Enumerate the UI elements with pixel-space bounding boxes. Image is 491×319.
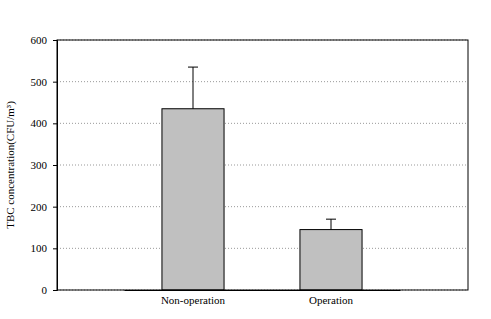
x-tick-label: Non-operation [161, 294, 226, 306]
plot-area: 0 100 200 300 400 500 600 Non-operation Operatio… [31, 34, 469, 306]
x-axis-line [125, 290, 401, 291]
error-cap [326, 219, 336, 220]
y-tick-label: 100 [31, 242, 48, 254]
x-tick: Operation [309, 290, 353, 306]
y-axis: 0 100 200 300 400 500 600 [31, 34, 58, 296]
y-tick-mark [53, 82, 57, 83]
error-bar [188, 67, 198, 109]
y-tick: 600 [31, 34, 58, 46]
y-tick: 500 [31, 76, 58, 88]
error-stem [331, 219, 332, 229]
y-tick-mark [53, 165, 57, 166]
y-tick-mark [53, 290, 57, 291]
y-axis-title: TBC concentration(CFU/m³) [4, 101, 17, 229]
y-tick: 400 [31, 117, 58, 129]
x-tick: Non-operation [161, 290, 226, 306]
marks [162, 67, 362, 290]
y-tick-label: 200 [31, 201, 48, 213]
y-tick-label: 500 [31, 76, 48, 88]
grid-line [57, 123, 468, 124]
y-tick-label: 300 [31, 159, 48, 171]
y-tick-mark [53, 40, 57, 41]
y-tick: 100 [31, 242, 58, 254]
error-cap [188, 67, 198, 68]
y-tick-label: 600 [31, 34, 48, 46]
plot-frame [57, 40, 468, 290]
bar [300, 230, 362, 290]
grid-line [57, 206, 468, 207]
y-tick: 300 [31, 159, 58, 171]
y-tick: 200 [31, 201, 58, 213]
y-tick-mark [53, 207, 57, 208]
x-tick-label: Operation [309, 294, 353, 306]
y-tick-label: 0 [42, 284, 48, 296]
grid-line [57, 81, 468, 82]
error-stem [193, 67, 194, 109]
y-axis-line [53, 41, 58, 291]
grid-line [57, 248, 468, 249]
y-tick-mark [53, 248, 57, 249]
y-tick-mark [53, 123, 57, 124]
y-tick: 0 [42, 284, 58, 296]
y-tick-label: 400 [31, 117, 48, 129]
bar [162, 109, 224, 290]
error-bar [326, 219, 336, 229]
chart: 0 100 200 300 400 500 600 Non-operation Operatio… [0, 0, 491, 319]
x-axis: Non-operation Operation [125, 290, 401, 306]
grid [57, 40, 468, 290]
grid-line [57, 165, 468, 166]
